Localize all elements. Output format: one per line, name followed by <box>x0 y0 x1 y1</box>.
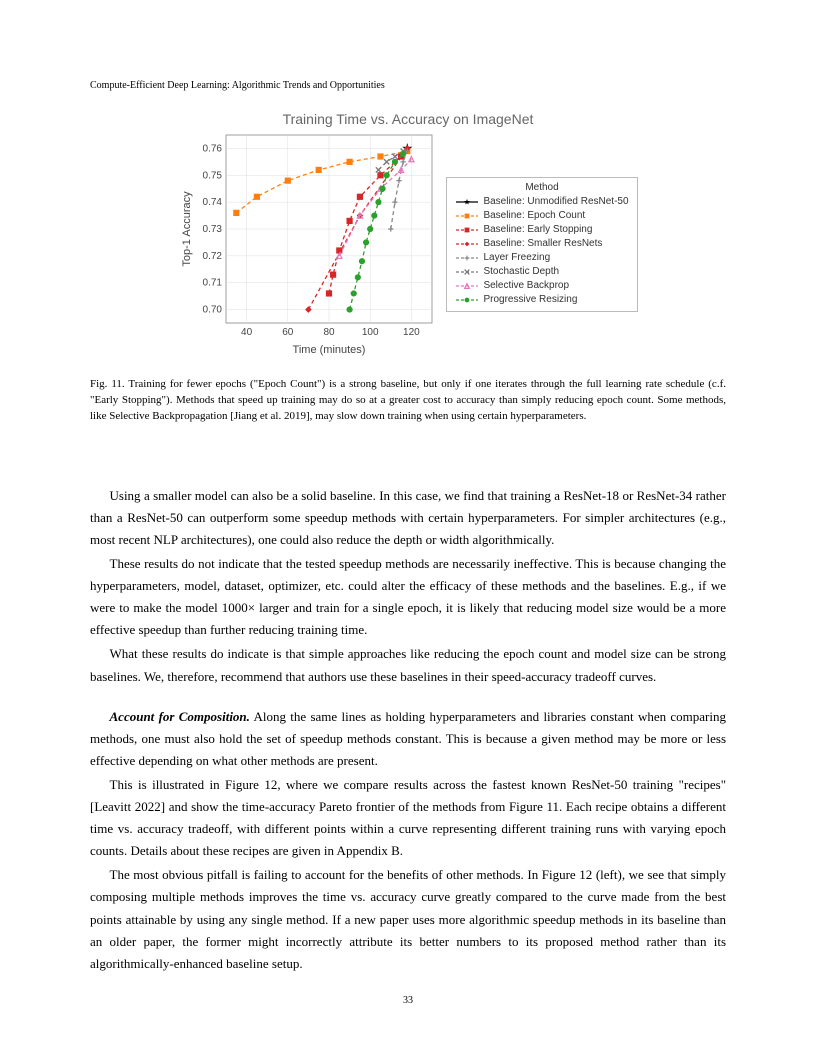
chart-plot: 40 60 80 100 120 0.70 0.71 0.72 0.73 0.74 0.75 0.76… <box>178 129 438 359</box>
chart-legend: Method Baseline: Unmodified ResNet-50Bas… <box>446 177 637 312</box>
body-text: Using a smaller model can also be a soli… <box>90 485 726 975</box>
svg-text:Time (minutes): Time (minutes) <box>293 344 366 356</box>
svg-text:0.71: 0.71 <box>203 278 223 289</box>
legend-item: Stochastic Depth <box>455 265 628 279</box>
svg-text:0.73: 0.73 <box>203 224 223 235</box>
legend-item: Baseline: Epoch Count <box>455 209 628 223</box>
figure-caption: Fig. 11. Training for fewer epochs ("Epo… <box>90 377 726 425</box>
caption-text: Training for fewer epochs ("Epoch Count"… <box>90 378 726 422</box>
para-5: This is illustrated in Figure 12, where … <box>90 774 726 862</box>
legend-item: Baseline: Smaller ResNets <box>455 237 628 251</box>
legend-item: Selective Backprop <box>455 279 628 293</box>
svg-text:0.76: 0.76 <box>203 143 223 154</box>
svg-text:0.72: 0.72 <box>203 251 223 262</box>
svg-text:0.70: 0.70 <box>203 305 223 316</box>
para-1: Using a smaller model can also be a soli… <box>90 485 726 551</box>
para-2: These results do not indicate that the t… <box>90 553 726 641</box>
para-4: Account for Composition. Along the same … <box>90 706 726 772</box>
svg-text:0.74: 0.74 <box>203 197 223 208</box>
chart-title: Training Time vs. Accuracy on ImageNet <box>178 111 637 127</box>
svg-text:0.75: 0.75 <box>203 170 223 181</box>
legend-item: Baseline: Unmodified ResNet-50 <box>455 195 628 209</box>
legend-item: Baseline: Early Stopping <box>455 223 628 237</box>
legend-item: Progressive Resizing <box>455 293 628 307</box>
svg-text:60: 60 <box>283 327 295 338</box>
svg-text:100: 100 <box>362 327 379 338</box>
para-6: The most obvious pitfall is failing to a… <box>90 864 726 974</box>
page-number: 33 <box>0 995 816 1006</box>
subhead-account: Account for Composition. <box>110 709 250 724</box>
para-3: What these results do indicate is that s… <box>90 643 726 687</box>
figure-11: Training Time vs. Accuracy on ImageNet 4… <box>90 111 726 359</box>
caption-label: Fig. 11. <box>90 378 125 390</box>
running-head: Compute-Efficient Deep Learning: Algorit… <box>90 80 726 91</box>
legend-title: Method <box>455 182 628 193</box>
svg-text:40: 40 <box>241 327 253 338</box>
svg-text:Top-1 Accuracy: Top-1 Accuracy <box>181 191 193 267</box>
svg-text:80: 80 <box>324 327 336 338</box>
legend-item: Layer Freezing <box>455 251 628 265</box>
svg-text:120: 120 <box>404 327 421 338</box>
